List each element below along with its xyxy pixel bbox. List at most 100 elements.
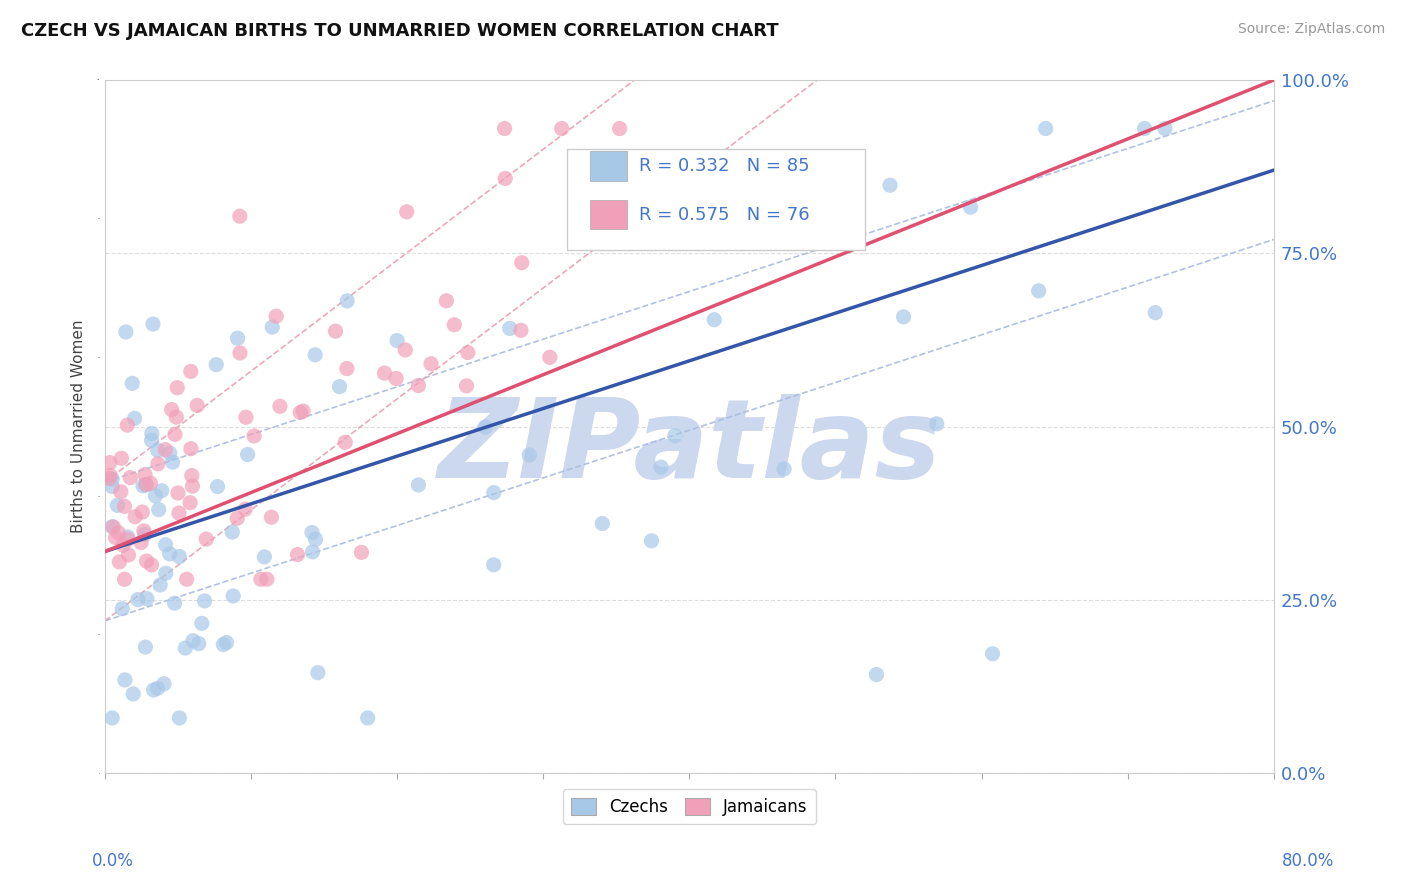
Point: [959, 200, 981, 214]
Point: [301, 545, 323, 559]
Point: [385, 334, 408, 348]
Point: [408, 478, 430, 492]
Point: [1133, 121, 1156, 136]
Point: [167, 486, 190, 500]
Point: [373, 366, 395, 380]
Point: [1144, 306, 1167, 320]
Point: [236, 448, 259, 462]
Point: [155, 566, 177, 581]
Point: [111, 601, 134, 615]
Text: R = 0.575   N = 76: R = 0.575 N = 76: [640, 205, 810, 224]
Point: [117, 548, 139, 562]
Point: [146, 443, 169, 458]
Point: [114, 673, 136, 687]
Point: [134, 640, 156, 654]
Point: [162, 455, 184, 469]
Point: [235, 410, 257, 425]
Point: [149, 578, 172, 592]
Point: [474, 420, 496, 434]
Point: [135, 591, 157, 606]
Point: [180, 468, 202, 483]
Point: [243, 429, 266, 443]
Point: [132, 479, 155, 493]
Point: [893, 310, 915, 324]
Point: [253, 549, 276, 564]
Point: [180, 442, 202, 456]
Point: [159, 446, 181, 460]
Point: [141, 426, 163, 441]
Point: [260, 510, 283, 524]
Point: [551, 121, 574, 136]
FancyBboxPatch shape: [591, 152, 627, 180]
Point: [335, 435, 357, 450]
Point: [385, 371, 408, 385]
Point: [336, 293, 359, 308]
Point: [443, 318, 465, 332]
Point: [135, 554, 157, 568]
Point: [124, 411, 146, 425]
Point: [650, 460, 672, 475]
Point: [135, 477, 157, 491]
Point: [107, 525, 129, 540]
Point: [482, 485, 505, 500]
Point: [420, 357, 443, 371]
Point: [104, 531, 127, 545]
Point: [212, 638, 235, 652]
Point: [181, 633, 204, 648]
Point: [134, 467, 156, 482]
Point: [287, 548, 309, 562]
Point: [229, 209, 252, 223]
Point: [290, 405, 312, 419]
Point: [626, 208, 648, 222]
Point: [336, 361, 359, 376]
Point: [981, 647, 1004, 661]
Point: [538, 351, 561, 365]
Point: [169, 549, 191, 564]
Point: [304, 532, 326, 546]
Point: [179, 496, 201, 510]
Point: [328, 379, 350, 393]
Point: [865, 667, 887, 681]
Point: [98, 456, 121, 470]
Point: [517, 448, 540, 462]
Text: R = 0.332   N = 85: R = 0.332 N = 85: [640, 157, 810, 175]
Point: [482, 558, 505, 572]
Point: [98, 471, 121, 485]
Point: [160, 402, 183, 417]
Point: [117, 530, 139, 544]
Point: [163, 596, 186, 610]
Point: [325, 324, 347, 338]
Point: [510, 256, 533, 270]
Point: [394, 343, 416, 357]
FancyBboxPatch shape: [591, 200, 627, 229]
Point: [108, 555, 131, 569]
Point: [256, 572, 278, 586]
Point: [142, 317, 165, 331]
Point: [114, 500, 136, 514]
Point: [193, 594, 215, 608]
Point: [609, 121, 631, 136]
Point: [117, 533, 139, 547]
Point: [195, 532, 218, 546]
Point: [167, 506, 190, 520]
Point: [155, 538, 177, 552]
Point: [122, 687, 145, 701]
Point: [142, 683, 165, 698]
Point: [1154, 121, 1177, 136]
Point: [640, 533, 662, 548]
Point: [229, 346, 252, 360]
Point: [301, 525, 323, 540]
Point: [115, 325, 138, 339]
Point: [141, 558, 163, 572]
Point: [250, 572, 273, 586]
Point: [101, 711, 124, 725]
Point: [226, 511, 249, 525]
Point: [180, 364, 202, 378]
Point: [110, 451, 132, 466]
Point: [159, 547, 181, 561]
Point: [169, 711, 191, 725]
Point: [664, 428, 686, 442]
Point: [925, 417, 948, 431]
Point: [98, 468, 121, 483]
Point: [207, 479, 229, 493]
